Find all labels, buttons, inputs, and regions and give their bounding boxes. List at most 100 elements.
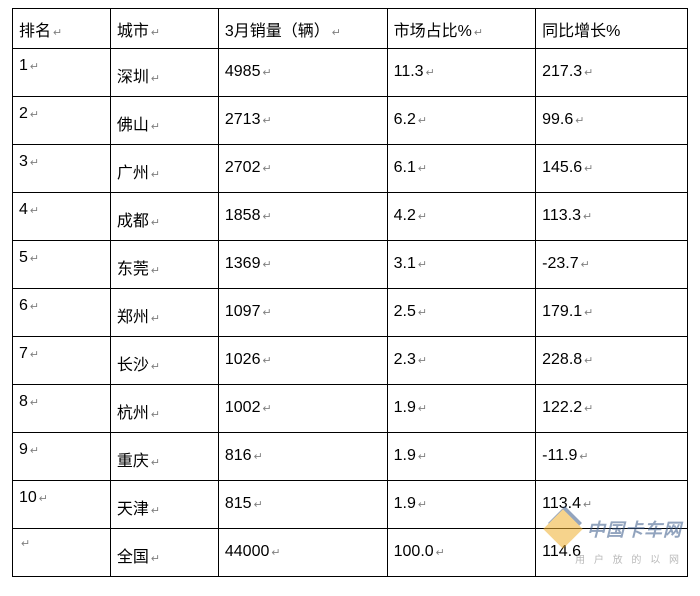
header-label: 同比增长% xyxy=(542,17,620,41)
cell-rank: ↵ xyxy=(13,529,111,577)
table-row: 1↵深圳↵4985↵11.3↵217.3↵ xyxy=(13,49,688,97)
cell-value: 重庆 xyxy=(117,447,149,471)
return-marker: ↵ xyxy=(583,210,592,223)
cell-value: 3.1 xyxy=(394,255,416,273)
cell-value: 2702 xyxy=(225,159,261,177)
return-marker: ↵ xyxy=(262,66,271,79)
cell-value: 广州 xyxy=(117,159,149,183)
cell-value: 815 xyxy=(225,495,252,513)
cell-share: 1.9↵ xyxy=(387,481,536,529)
return-marker: ↵ xyxy=(262,402,271,415)
return-marker: ↵ xyxy=(30,108,39,121)
cell-value: 天津 xyxy=(117,495,149,519)
cell-value: 1.9 xyxy=(394,447,416,465)
cell-value: 6 xyxy=(19,297,28,315)
return-marker: ↵ xyxy=(151,360,160,373)
cell-growth: -11.9↵ xyxy=(536,433,688,481)
cell-value: 1002 xyxy=(225,399,261,417)
cell-value: 122.2 xyxy=(542,399,582,417)
return-marker: ↵ xyxy=(30,396,39,409)
return-marker: ↵ xyxy=(584,354,593,367)
return-marker: ↵ xyxy=(254,498,263,511)
cell-value: 4985 xyxy=(225,63,261,81)
cell-sales: 1026↵ xyxy=(218,337,387,385)
cell-value: 2.5 xyxy=(394,303,416,321)
return-marker: ↵ xyxy=(262,306,271,319)
return-marker: ↵ xyxy=(474,26,483,39)
cell-growth: 122.2↵ xyxy=(536,385,688,433)
cell-sales: 816↵ xyxy=(218,433,387,481)
cell-value: 杭州 xyxy=(117,399,149,423)
cell-city: 杭州↵ xyxy=(110,385,218,433)
cell-value: 1858 xyxy=(225,207,261,225)
cell-city: 广州↵ xyxy=(110,145,218,193)
return-marker: ↵ xyxy=(262,114,271,127)
col-growth: 同比增长% xyxy=(536,9,688,49)
return-marker: ↵ xyxy=(418,402,427,415)
cell-value: 44000 xyxy=(225,543,270,561)
table-row: 3↵广州↵2702↵6.1↵145.6↵ xyxy=(13,145,688,193)
return-marker: ↵ xyxy=(418,450,427,463)
return-marker: ↵ xyxy=(584,402,593,415)
cell-share: 11.3↵ xyxy=(387,49,536,97)
return-marker: ↵ xyxy=(30,300,39,313)
col-city: 城市↵ xyxy=(110,9,218,49)
return-marker: ↵ xyxy=(151,456,160,469)
cell-growth: 113.4↵ xyxy=(536,481,688,529)
return-marker: ↵ xyxy=(584,306,593,319)
cell-rank: 2↵ xyxy=(13,97,111,145)
cell-value: 4 xyxy=(19,201,28,219)
cell-rank: 4↵ xyxy=(13,193,111,241)
return-marker: ↵ xyxy=(30,348,39,361)
cell-sales: 2702↵ xyxy=(218,145,387,193)
cell-value: 东莞 xyxy=(117,255,149,279)
cell-value: 3 xyxy=(19,153,28,171)
return-marker: ↵ xyxy=(151,408,160,421)
cell-sales: 1002↵ xyxy=(218,385,387,433)
return-marker: ↵ xyxy=(583,498,592,511)
return-marker: ↵ xyxy=(151,312,160,325)
return-marker: ↵ xyxy=(418,354,427,367)
cell-city: 佛山↵ xyxy=(110,97,218,145)
cell-share: 1.9↵ xyxy=(387,433,536,481)
col-sales: 3月销量（辆）↵ xyxy=(218,9,387,49)
return-marker: ↵ xyxy=(151,72,160,85)
return-marker: ↵ xyxy=(151,168,160,181)
return-marker: ↵ xyxy=(262,162,271,175)
return-marker: ↵ xyxy=(418,498,427,511)
cell-sales: 1858↵ xyxy=(218,193,387,241)
cell-city: 成都↵ xyxy=(110,193,218,241)
return-marker: ↵ xyxy=(575,114,584,127)
return-marker: ↵ xyxy=(584,66,593,79)
cell-value: 1026 xyxy=(225,351,261,369)
cell-value: 4.2 xyxy=(394,207,416,225)
return-marker: ↵ xyxy=(436,546,445,559)
cell-value: 成都 xyxy=(117,207,149,231)
return-marker: ↵ xyxy=(53,26,62,39)
return-marker: ↵ xyxy=(151,264,160,277)
cell-value: 6.1 xyxy=(394,159,416,177)
return-marker: ↵ xyxy=(151,504,160,517)
return-marker: ↵ xyxy=(584,162,593,175)
cell-value: 深圳 xyxy=(117,63,149,87)
return-marker: ↵ xyxy=(30,444,39,457)
cell-rank: 3↵ xyxy=(13,145,111,193)
cell-value: 816 xyxy=(225,447,252,465)
cell-value: 7 xyxy=(19,345,28,363)
return-marker: ↵ xyxy=(30,204,39,217)
cell-city: 重庆↵ xyxy=(110,433,218,481)
table-row: 10↵天津↵815↵1.9↵113.4↵ xyxy=(13,481,688,529)
cell-value: 145.6 xyxy=(542,159,582,177)
cell-city: 长沙↵ xyxy=(110,337,218,385)
cell-sales: 2713↵ xyxy=(218,97,387,145)
cell-value: 6.2 xyxy=(394,111,416,129)
cell-city: 深圳↵ xyxy=(110,49,218,97)
return-marker: ↵ xyxy=(271,546,280,559)
cell-value: 114.6 xyxy=(542,543,581,561)
table-header-row: 排名↵ 城市↵ 3月销量（辆）↵ 市场占比%↵ 同比增长% xyxy=(13,9,688,49)
cell-growth: 114.6 xyxy=(536,529,688,577)
cell-rank: 10↵ xyxy=(13,481,111,529)
table-row: 5↵东莞↵1369↵3.1↵-23.7↵ xyxy=(13,241,688,289)
table-row: 6↵郑州↵1097↵2.5↵179.1↵ xyxy=(13,289,688,337)
cell-value: 10 xyxy=(19,489,37,507)
